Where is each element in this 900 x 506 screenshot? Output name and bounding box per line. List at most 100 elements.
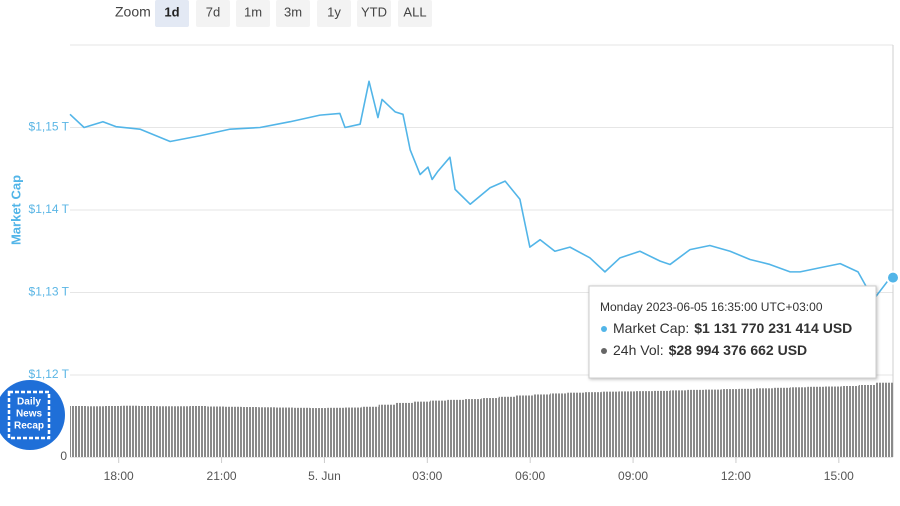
watermark-text: Recap: [14, 421, 44, 432]
volume-bar: [190, 406, 208, 457]
zoom-button[interactable]: 1y: [317, 0, 351, 27]
y-tick-label: $1,14 T: [29, 202, 70, 216]
volume-bar: [567, 392, 585, 457]
volume-bar: [395, 402, 413, 457]
zoom-button-bg[interactable]: [196, 0, 230, 27]
zoom-button-bg[interactable]: [357, 0, 391, 27]
volume-bar: [772, 387, 791, 457]
zoom-bar: Zoom 1d 7d 1m 3m 1y YTD ALL: [115, 0, 432, 27]
x-tick-label: 03:00: [412, 469, 442, 483]
zoom-button-bg[interactable]: [317, 0, 351, 27]
tooltip-value: $28 994 376 662 USD: [669, 342, 808, 358]
tooltip-label: Market Cap:: [613, 320, 689, 336]
volume-bar: [275, 407, 293, 457]
volume-bar: [755, 388, 773, 457]
tooltip-dot: [601, 326, 607, 332]
volume-bar: [292, 407, 311, 457]
y-tick-label: $1,15 T: [29, 120, 70, 134]
x-tick-label: 12:00: [721, 469, 751, 483]
volume-bar: [207, 406, 225, 457]
tooltip-box: [588, 285, 877, 379]
volume-bar: [224, 406, 242, 457]
volume-bar: [447, 399, 465, 457]
zoom-button[interactable]: 1d: [155, 0, 189, 27]
hover-marker: [886, 270, 900, 285]
tooltip-value: $1 131 770 231 414 USD: [694, 320, 852, 336]
zoom-button-label[interactable]: YTD: [361, 4, 387, 19]
y2-tick-label: 0: [60, 449, 67, 463]
volume-bar: [738, 388, 756, 457]
volume-bar: [858, 384, 876, 457]
zoom-button-label[interactable]: 3m: [284, 4, 302, 19]
volume-bar: [652, 390, 671, 457]
zoom-button-label[interactable]: ALL: [403, 4, 426, 19]
watermark-frame: [7, 390, 51, 440]
zoom-button-bg[interactable]: [398, 0, 432, 27]
watermark: Daily News Recap: [0, 380, 65, 450]
watermark-text: Daily: [17, 397, 41, 408]
volume-bar: [601, 391, 619, 457]
tooltip-row: 24h Vol: $28 994 376 662 USD: [613, 342, 807, 358]
volume-bar: [430, 400, 448, 457]
zoom-button-label[interactable]: 7d: [206, 4, 220, 19]
volume-bar: [361, 406, 379, 457]
zoom-button-bg[interactable]: [236, 0, 270, 27]
x-tick-label: 06:00: [515, 469, 545, 483]
volume-bar: [138, 406, 156, 457]
x-tick-label: 15:00: [824, 469, 854, 483]
zoom-button-bg[interactable]: [276, 0, 310, 27]
volume-bar: [704, 389, 722, 457]
y-tick-label: $1,13 T: [29, 285, 70, 299]
zoom-button-bg[interactable]: [155, 0, 189, 27]
volume-bar: [618, 391, 636, 457]
volume-bar: [172, 406, 191, 457]
volume-bar: [327, 407, 345, 457]
volume-bar: [841, 386, 859, 457]
volume-bar: [310, 408, 328, 457]
volume-bar: [532, 394, 551, 457]
watermark-text: News: [16, 409, 43, 420]
zoom-button[interactable]: 1m: [236, 0, 270, 27]
tooltip: Monday 2023-06-05 16:35:00 UTC+03:00 Mark…: [588, 285, 877, 379]
volume-bar: [241, 407, 259, 457]
market-cap-line: [69, 80, 894, 299]
volume-bar: [721, 389, 739, 457]
volume-bar: [104, 406, 122, 457]
volume-bar: [155, 406, 173, 457]
zoom-button[interactable]: 7d: [196, 0, 230, 27]
zoom-button-label[interactable]: 1y: [327, 4, 341, 19]
x-tick-label: 09:00: [618, 469, 648, 483]
zoom-button[interactable]: ALL: [398, 0, 432, 27]
tooltip-dot: [601, 348, 607, 354]
volume-bar: [464, 399, 482, 457]
x-tick-label: 18:00: [104, 469, 134, 483]
volume-bar: [344, 407, 362, 457]
x-tick-label: 5. Jun: [308, 469, 341, 483]
volume-bar: [807, 386, 825, 457]
volume-bar: [635, 391, 653, 457]
volume-bar: [790, 387, 808, 457]
volume-bar: [670, 390, 688, 457]
volume-bar: [875, 382, 893, 457]
volume-bar: [378, 404, 396, 457]
zoom-button-label[interactable]: 1d: [164, 4, 179, 19]
zoom-label: Zoom: [115, 4, 151, 20]
volume-bar: [584, 392, 602, 457]
tooltip-row: Market Cap: $1 131 770 231 414 USD: [613, 320, 852, 336]
volume-bar: [687, 389, 705, 457]
volume-bar: [481, 398, 499, 457]
volume-bar: [550, 393, 568, 457]
tooltip-label: 24h Vol:: [613, 342, 664, 358]
zoom-button-label[interactable]: 1m: [244, 4, 262, 19]
volume-bar: [498, 396, 516, 457]
volume-bar: [515, 395, 533, 457]
zoom-button[interactable]: 3m: [276, 0, 310, 27]
y-axis-title: Market Cap: [8, 175, 23, 245]
y-tick-label: $1,12 T: [29, 367, 70, 381]
volume-bar: [258, 407, 276, 457]
zoom-button[interactable]: YTD: [357, 0, 391, 27]
tooltip-time: Monday 2023-06-05 16:35:00 UTC+03:00: [600, 300, 823, 314]
volume-bar: [87, 406, 105, 457]
volume-bar: [824, 386, 842, 457]
